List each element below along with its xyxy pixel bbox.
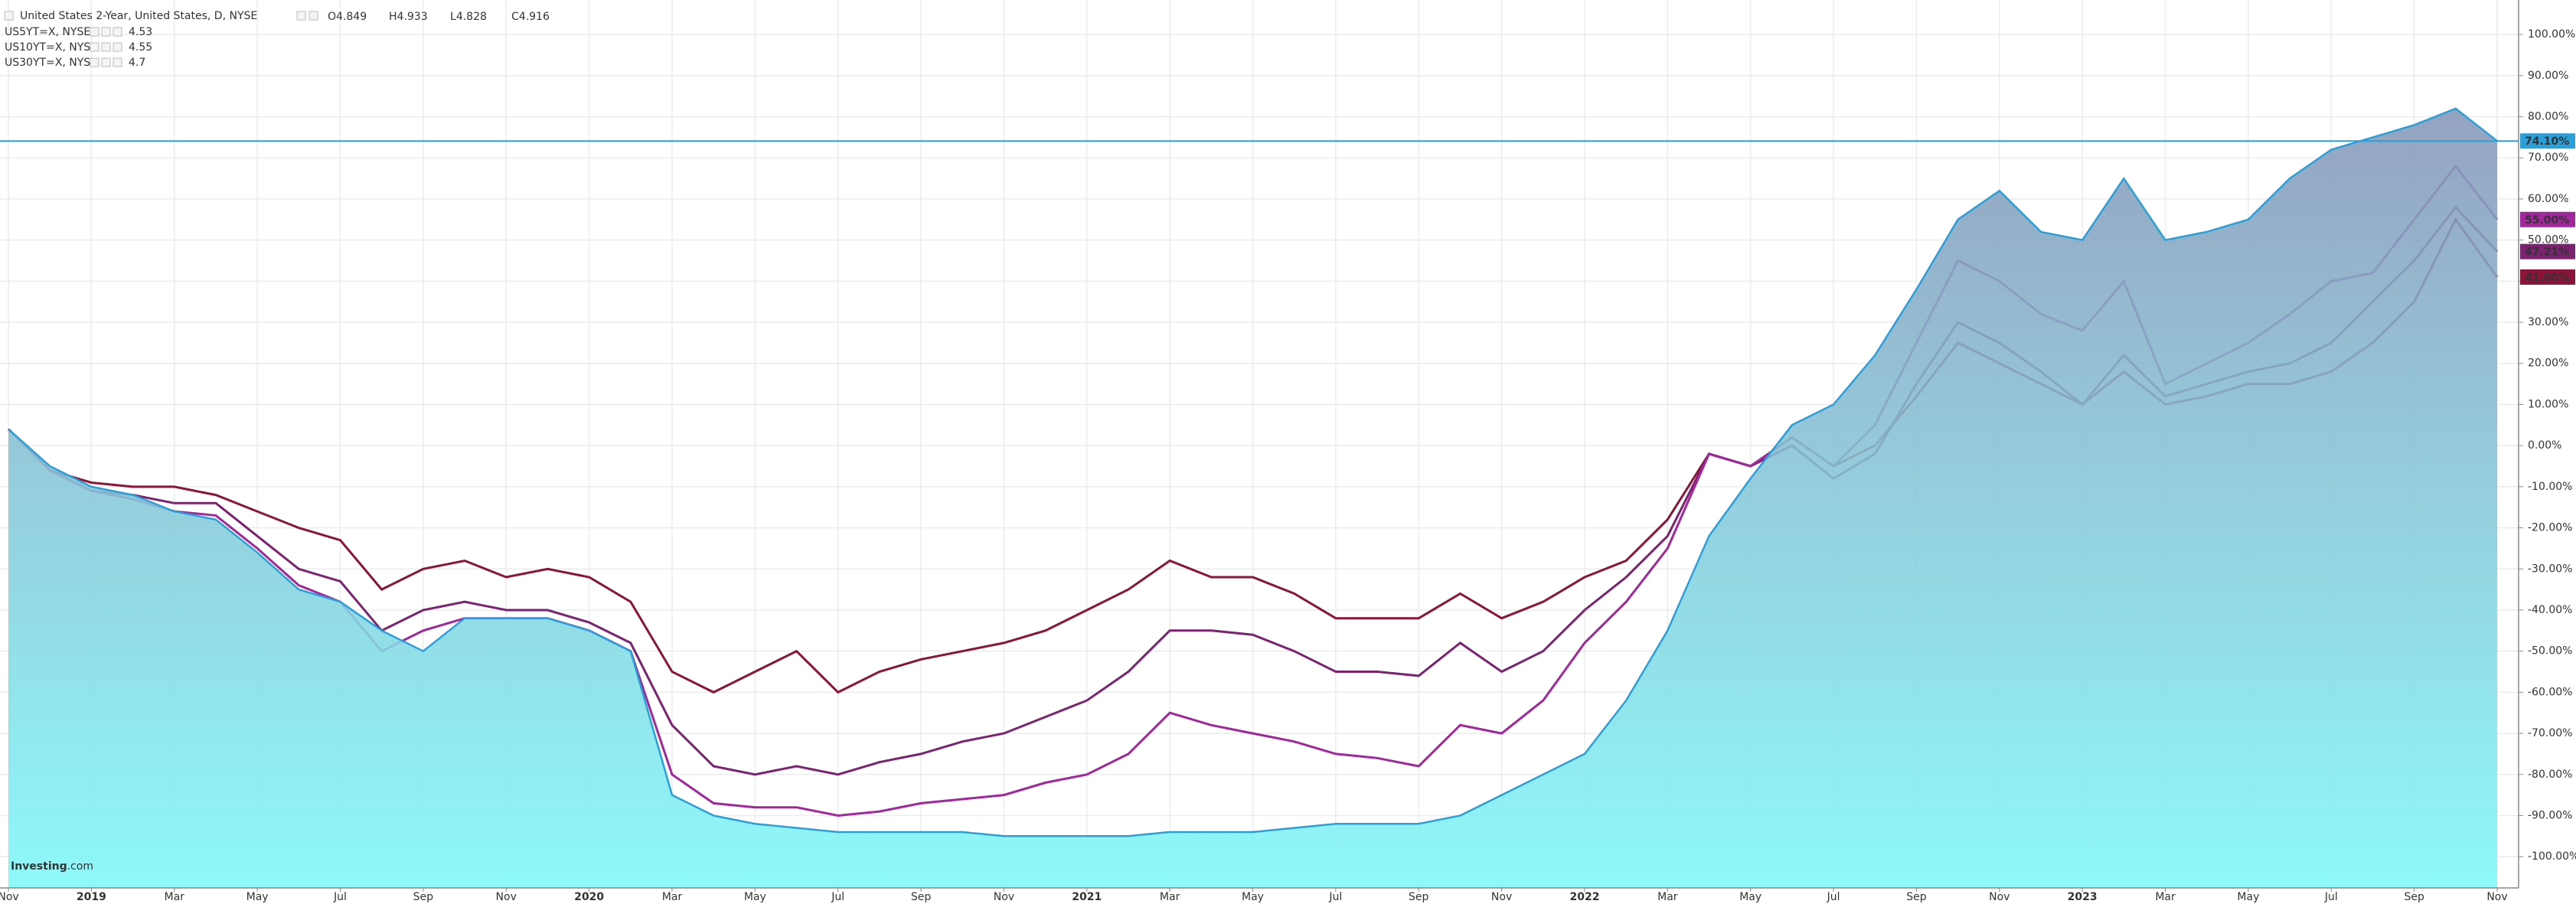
y-tick-label: -100.00%	[2528, 850, 2576, 863]
x-tick-label: Mar	[662, 891, 683, 903]
x-tick-label: May	[2237, 891, 2259, 903]
legend-quote: 4.55	[129, 41, 152, 54]
y-tick-label: 70.00%	[2528, 152, 2568, 164]
legend-icon	[90, 57, 100, 67]
legend-icon	[113, 42, 122, 52]
legend-icon	[113, 57, 122, 67]
legend-icon	[101, 57, 111, 67]
x-tick-label: Mar	[2155, 891, 2176, 903]
y-tick-label: 80.00%	[2528, 111, 2568, 123]
last-value-marker	[2520, 133, 2575, 149]
legend-icon	[296, 11, 306, 21]
y-tick-label: 30.00%	[2528, 316, 2568, 328]
watermark-name: Investing	[11, 860, 67, 873]
legend-icon	[101, 42, 111, 52]
y-tick-label: -50.00%	[2528, 645, 2572, 658]
last-value-marker	[2520, 211, 2575, 227]
legend-title: United States 2-Year, United States, D, …	[20, 10, 257, 22]
ohlc-number: 4.916	[519, 11, 550, 23]
x-tick-label: Mar	[1160, 891, 1180, 903]
x-tick-label: 2020	[574, 891, 604, 903]
x-tick-label: Jul	[1827, 891, 1840, 903]
last-value-label: 55.00%	[2525, 214, 2569, 227]
legend-entry: US30YT=X, NYSE	[5, 57, 97, 69]
x-tick-label: Nov	[1491, 891, 1512, 903]
x-tick-label: May	[744, 891, 766, 903]
y-tick-label: -90.00%	[2528, 809, 2572, 821]
legend-icon	[309, 11, 318, 21]
x-tick-label: 2021	[1072, 891, 1102, 903]
ohlc-number: 4.849	[336, 11, 367, 23]
last-value-label: 74.10%	[2525, 135, 2569, 148]
legend-icon	[90, 27, 100, 37]
x-tick-label: Nov	[496, 891, 517, 903]
area	[8, 108, 2497, 889]
x-tick-label: 2019	[77, 891, 106, 903]
x-tick-label: Nov	[994, 891, 1014, 903]
last-value-marker	[2520, 243, 2575, 259]
legend-quote: 4.53	[129, 26, 152, 38]
y-tick-label: -20.00%	[2528, 522, 2572, 534]
x-tick-label: Mar	[1657, 891, 1678, 903]
x-tick-label: May	[1739, 891, 1761, 903]
x-tick-label: May	[246, 891, 269, 903]
ohlc-label: O	[328, 11, 336, 23]
x-tick-label: Sep	[911, 891, 932, 903]
last-value-marker	[2520, 269, 2575, 285]
legend-icon	[101, 27, 111, 37]
x-tick-label: Jul	[2324, 891, 2338, 903]
ohlc-number: 4.828	[456, 11, 487, 23]
y-tick-label: -70.00%	[2528, 727, 2572, 739]
series-line	[8, 107, 2498, 837]
ohlc-label: C	[511, 11, 519, 23]
x-tick-label: Sep	[413, 891, 434, 903]
legend-quote: 4.7	[129, 57, 145, 69]
x-tick-label: 2023	[2068, 891, 2098, 903]
legend-entry: US5YT=X, NYSE	[5, 26, 90, 38]
y-tick-label: 90.00%	[2528, 70, 2568, 82]
y-tick-label: 50.00%	[2528, 234, 2568, 246]
ohlc-number: 4.933	[397, 11, 428, 23]
y-tick-label: 20.00%	[2528, 357, 2568, 370]
ohlc-value: C4.916	[511, 11, 550, 23]
last-value-label: 47.21%	[2525, 246, 2569, 259]
x-tick-label: May	[1242, 891, 1264, 903]
x-tick-label: Nov	[1989, 891, 2010, 903]
legend-entry: US10YT=X, NYSE	[5, 41, 97, 54]
y-tick-label: 100.00%	[2528, 28, 2575, 41]
y-tick-label: -10.00%	[2528, 481, 2572, 493]
x-tick-label: 2022	[1569, 891, 1599, 903]
legend-icon	[4, 11, 14, 21]
ohlc-value: L4.828	[450, 11, 487, 23]
watermark-suffix: .com	[67, 860, 93, 873]
y-tick-label: -40.00%	[2528, 604, 2572, 616]
x-tick-label: Mar	[165, 891, 185, 903]
ohlc-label: H	[389, 11, 397, 23]
x-tick-label: Jul	[333, 891, 347, 903]
ohlc-value: O4.849	[328, 11, 367, 23]
x-tick-label: Nov	[2486, 891, 2507, 903]
last-value-label: 41.00%	[2525, 272, 2569, 284]
x-tick-label: Jul	[1328, 891, 1342, 903]
legend-icon	[90, 42, 100, 52]
x-tick-label: Nov	[0, 891, 19, 903]
ohlc-label: L	[450, 11, 456, 23]
x-tick-label: Sep	[1409, 891, 1429, 903]
y-tick-label: -30.00%	[2528, 563, 2572, 575]
y-tick-label: 60.00%	[2528, 193, 2568, 205]
y-tick-label: 0.00%	[2528, 439, 2561, 452]
x-tick-label: Sep	[2404, 891, 2424, 903]
x-tick-label: Jul	[831, 891, 844, 903]
y-tick-label: 10.00%	[2528, 398, 2568, 410]
x-tick-label: Sep	[1906, 891, 1927, 903]
watermark: Investing.com	[11, 860, 93, 873]
y-tick-label: -60.00%	[2528, 686, 2572, 698]
legend-icon	[113, 27, 122, 37]
y-tick-label: -80.00%	[2528, 769, 2572, 781]
ohlc-value: H4.933	[389, 11, 428, 23]
